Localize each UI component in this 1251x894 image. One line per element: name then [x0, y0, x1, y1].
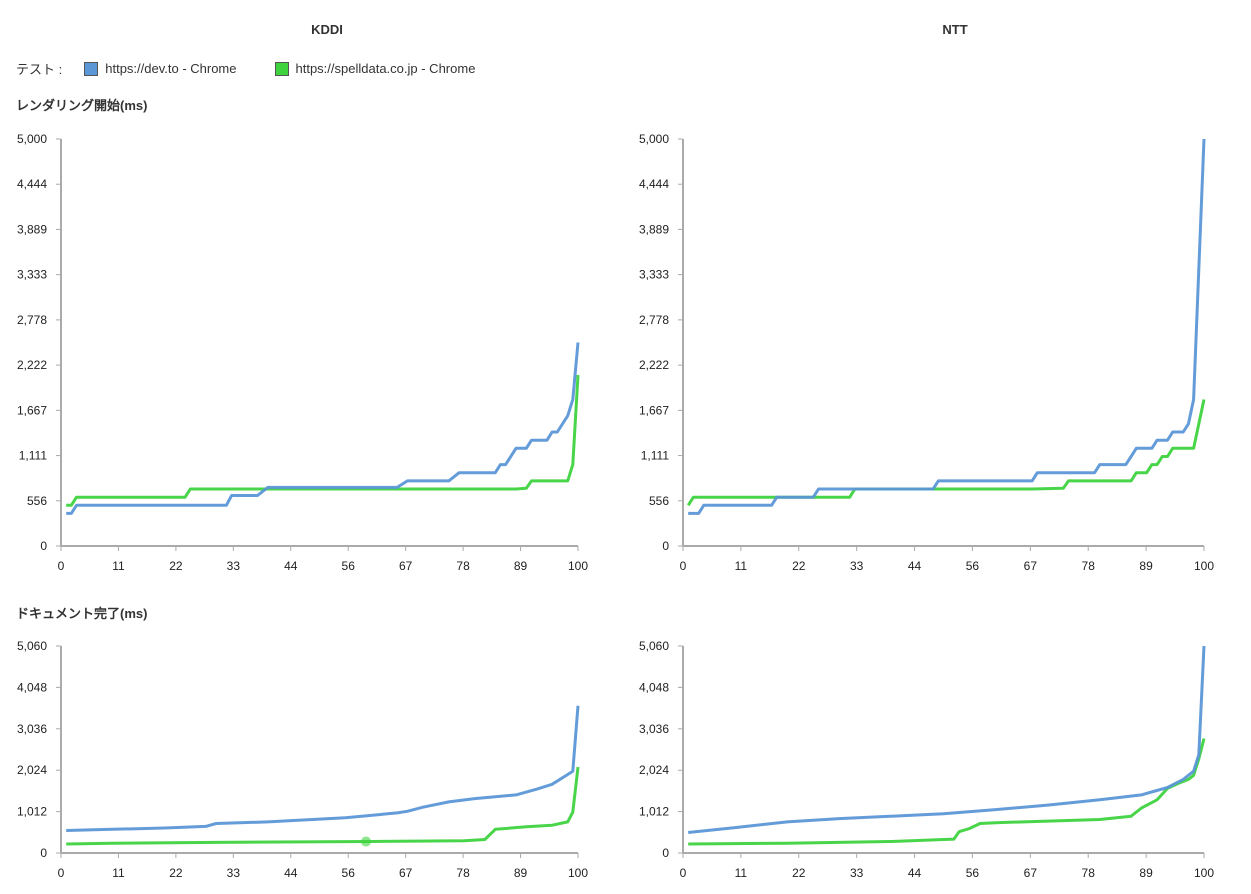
highlight-point — [361, 836, 372, 847]
x-tick-label: 56 — [342, 866, 356, 880]
series-line-1 — [66, 766, 580, 846]
y-tick-label: 0 — [662, 539, 669, 553]
x-tick-label: 100 — [568, 866, 588, 880]
legend-item-spelldata[interactable]: https://spelldata.co.jp - Chrome — [274, 61, 476, 76]
y-tick-label: 3,889 — [17, 222, 47, 236]
y-tick-label: 2,778 — [17, 313, 47, 327]
y-tick-label: 1,111 — [641, 449, 670, 463]
y-tick-label: 2,778 — [639, 313, 669, 327]
y-tick-label: 2,024 — [17, 763, 47, 777]
y-tick-label: 3,036 — [639, 722, 669, 736]
y-tick-label: 556 — [649, 494, 669, 508]
x-tick-label: 0 — [680, 559, 687, 573]
x-tick-label: 56 — [342, 559, 356, 573]
y-tick-label: 1,667 — [639, 403, 669, 417]
y-tick-label: 4,048 — [17, 680, 47, 694]
x-tick-label: 100 — [568, 559, 588, 573]
x-tick-label: 89 — [514, 559, 528, 573]
y-tick-label: 3,036 — [17, 722, 47, 736]
y-tick-label: 5,060 — [17, 639, 47, 653]
x-tick-label: 56 — [966, 559, 980, 573]
y-tick-label: 1,667 — [17, 403, 47, 417]
x-tick-label: 78 — [1082, 559, 1096, 573]
x-tick-label: 56 — [966, 866, 980, 880]
y-tick-label: 4,444 — [17, 177, 47, 191]
y-tick-label: 4,048 — [639, 680, 669, 694]
x-tick-label: 33 — [227, 559, 241, 573]
y-tick-label: 1,012 — [17, 805, 47, 819]
column-title-kddi: KDDI — [311, 22, 343, 37]
y-tick-label: 3,333 — [639, 268, 669, 282]
legend: テスト : https://dev.to - Chrome https://sp… — [16, 59, 513, 78]
y-tick-label: 0 — [40, 846, 47, 860]
x-tick-label: 22 — [169, 866, 183, 880]
x-tick-label: 22 — [169, 559, 183, 573]
section-title-document-complete: ドキュメント完了(ms) — [16, 606, 148, 621]
x-tick-label: 0 — [58, 559, 65, 573]
x-tick-label: 78 — [1082, 866, 1096, 880]
x-tick-label: 67 — [1024, 559, 1038, 573]
legend-label: テスト : — [16, 62, 63, 77]
legend-swatch-blue — [84, 61, 99, 76]
x-tick-label: 11 — [112, 866, 125, 880]
legend-text: https://dev.to - Chrome — [105, 61, 237, 76]
series-line-0 — [66, 705, 580, 832]
x-tick-label: 11 — [112, 559, 125, 573]
x-tick-label: 33 — [850, 559, 864, 573]
chart-0: 0 556 1,111 1,667 2,222 2,778 3,333 3,889 4,444 5… — [17, 132, 588, 573]
y-tick-label: 3,889 — [639, 222, 669, 236]
y-tick-label: 2,024 — [639, 763, 669, 777]
y-tick-label: 4,444 — [639, 177, 669, 191]
x-tick-label: 100 — [1194, 559, 1214, 573]
y-tick-label: 1,012 — [639, 805, 669, 819]
y-tick-label: 5,060 — [639, 639, 669, 653]
x-tick-label: 67 — [399, 559, 413, 573]
legend-text: https://spelldata.co.jp - Chrome — [295, 61, 476, 76]
chart-1: 0 556 1,111 1,667 2,222 2,778 3,333 3,889 4,444 5… — [639, 132, 1214, 573]
legend-swatch-green — [274, 61, 289, 76]
x-tick-label: 0 — [680, 866, 687, 880]
x-tick-label: 44 — [908, 559, 922, 573]
x-tick-label: 89 — [514, 866, 528, 880]
x-tick-label: 0 — [58, 866, 65, 880]
x-tick-label: 67 — [1024, 866, 1038, 880]
y-tick-label: 2,222 — [17, 358, 47, 372]
y-tick-label: 2,222 — [639, 358, 669, 372]
y-tick-label: 3,333 — [17, 268, 47, 282]
section-title-render-start: レンダリング開始(ms) — [16, 98, 148, 113]
column-title-ntt: NTT — [942, 22, 968, 37]
x-tick-label: 33 — [850, 866, 864, 880]
x-tick-label: 11 — [735, 866, 748, 880]
x-tick-label: 22 — [792, 866, 806, 880]
x-tick-label: 89 — [1139, 559, 1153, 573]
x-tick-label: 44 — [284, 559, 298, 573]
x-tick-label: 100 — [1194, 866, 1214, 880]
y-tick-label: 1,111 — [19, 449, 48, 463]
series-line-1 — [686, 399, 1206, 507]
x-tick-label: 44 — [908, 866, 922, 880]
x-tick-label: 44 — [284, 866, 298, 880]
x-tick-label: 22 — [792, 559, 806, 573]
x-tick-label: 67 — [399, 866, 413, 880]
chart-2: 0 1,012 2,024 3,036 4,048 5,060 0 11 22 33 44 56 67 7… — [17, 639, 588, 880]
x-tick-label: 89 — [1139, 866, 1153, 880]
series-line-0 — [688, 645, 1206, 834]
x-tick-label: 33 — [227, 866, 241, 880]
y-tick-label: 0 — [40, 539, 47, 553]
legend-item-devto[interactable]: https://dev.to - Chrome — [84, 61, 237, 76]
series-line-1 — [688, 738, 1206, 846]
y-tick-label: 556 — [27, 494, 47, 508]
series-line-0 — [66, 342, 580, 515]
y-tick-label: 5,000 — [639, 132, 669, 146]
series-line-0 — [688, 138, 1206, 515]
x-tick-label: 11 — [735, 559, 748, 573]
x-tick-label: 78 — [456, 559, 470, 573]
y-tick-label: 0 — [662, 846, 669, 860]
y-tick-label: 5,000 — [17, 132, 47, 146]
series-line-1 — [66, 375, 580, 507]
chart-3: 0 1,012 2,024 3,036 4,048 5,060 0 11 22 33 44 56 67 7… — [639, 639, 1214, 880]
x-tick-label: 78 — [456, 866, 470, 880]
